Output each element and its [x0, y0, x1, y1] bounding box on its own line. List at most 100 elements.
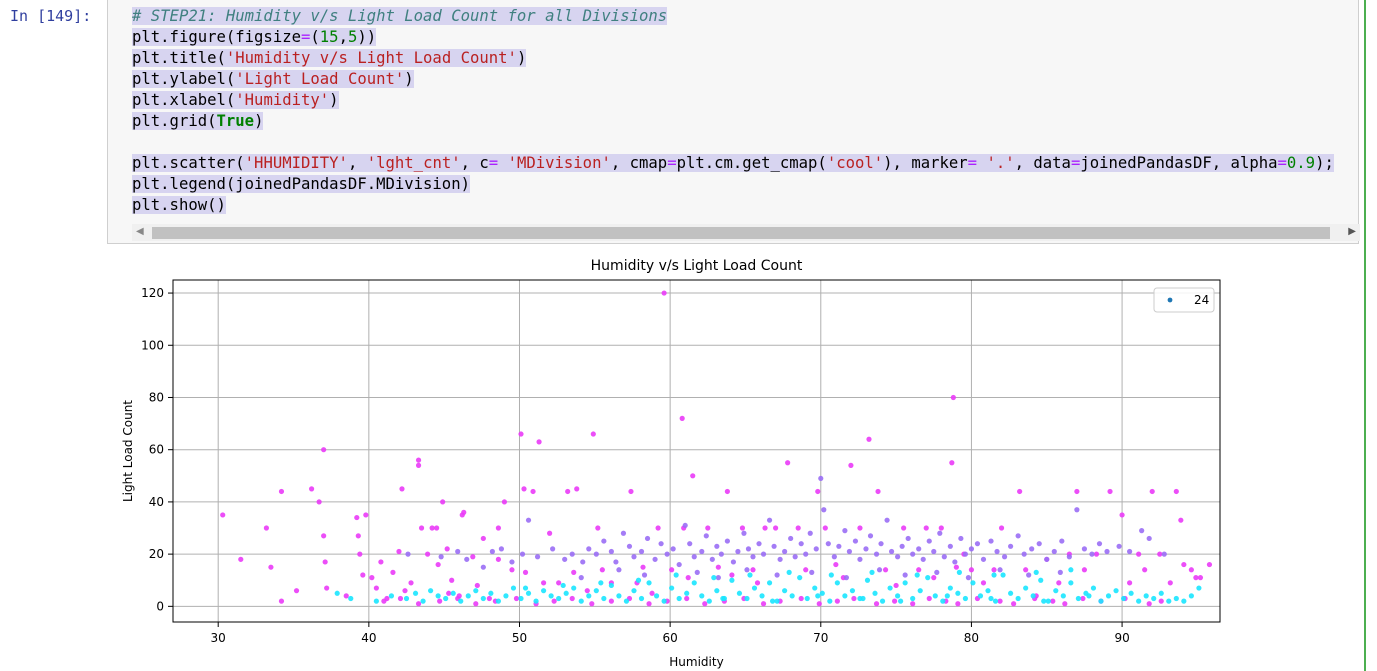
data-point-cyan [1086, 593, 1092, 599]
data-point-purple [756, 541, 762, 547]
data-point-magenta [444, 546, 450, 552]
data-point-purple [825, 541, 831, 547]
data-point-magenta [997, 598, 1003, 604]
code-token: ) [404, 70, 414, 88]
data-point-magenta [415, 601, 422, 607]
data-point-purple [608, 548, 614, 555]
data-point-magenta [324, 585, 330, 591]
data-point-purple [578, 575, 584, 581]
data-point-cyan [503, 593, 509, 599]
data-point-purple [703, 533, 709, 539]
data-point-cyan [834, 580, 840, 586]
data-point-magenta [916, 567, 922, 573]
data-point-purple [1104, 548, 1110, 555]
data-point-magenta [803, 567, 809, 573]
data-point-cyan [586, 593, 592, 599]
data-point-magenta [449, 577, 455, 583]
data-point-purple [771, 543, 777, 549]
data-point-cyan [736, 590, 743, 596]
data-point-purple [1015, 533, 1021, 539]
data-point-purple [788, 535, 794, 542]
scrollbar-thumb[interactable] [152, 227, 1330, 239]
data-point-cyan [1045, 598, 1051, 604]
code-line[interactable]: plt.figure(figsize=(15,5)) [132, 27, 1360, 48]
data-point-cyan [769, 598, 776, 604]
data-point-cyan [525, 590, 532, 596]
data-point-magenta [399, 486, 405, 492]
data-point-magenta [446, 590, 452, 596]
data-point-purple [664, 551, 670, 557]
data-point-purple [1089, 551, 1095, 557]
data-point-cyan [1151, 595, 1157, 602]
data-point-cyan [1075, 595, 1081, 602]
x-tick-label: 40 [361, 631, 376, 645]
data-point-cyan [932, 593, 938, 599]
data-point-cyan [828, 572, 834, 578]
data-point-cyan [991, 572, 997, 578]
data-point-cyan [373, 598, 379, 604]
data-point-purple [902, 572, 908, 578]
code-token: 'Light Load Count' [235, 70, 405, 88]
code-token: = [488, 154, 499, 172]
horizontal-scrollbar[interactable]: ◀ ▶ [132, 224, 1360, 241]
data-point-purple [1161, 551, 1167, 557]
data-point-cyan [1158, 590, 1164, 596]
data-point-purple [836, 543, 842, 549]
data-point-purple [525, 517, 532, 523]
data-point-cyan [661, 598, 667, 604]
code-cell-input[interactable]: # STEP21: Humidity v/s Light Load Count … [107, 0, 1360, 244]
data-point-cyan [849, 588, 856, 594]
data-point-purple [760, 551, 767, 557]
scroll-right-arrow-icon[interactable]: ▶ [1348, 226, 1356, 237]
data-point-cyan [699, 593, 705, 599]
code-line[interactable]: plt.legend(joinedPandasDF.MDivision) [132, 174, 1360, 195]
data-point-cyan [593, 588, 599, 594]
code-editor[interactable]: # STEP21: Humidity v/s Light Load Count … [132, 6, 1360, 216]
code-token: 'Humidity' [235, 91, 330, 109]
data-point-purple [709, 556, 715, 562]
data-point-magenta [729, 572, 735, 578]
code-token: plt.xlabel( [132, 91, 236, 109]
data-point-cyan [940, 598, 946, 604]
code-token: 'MDivision' [507, 154, 611, 172]
data-point-magenta [892, 598, 898, 604]
data-point-magenta [1149, 488, 1155, 495]
data-point-cyan [1033, 569, 1039, 575]
code-line[interactable]: plt.scatter('HHUMIDITY', 'lght_cnt', c= … [132, 153, 1360, 174]
data-point-cyan [895, 593, 901, 599]
data-point-magenta [522, 569, 529, 575]
data-point-cyan [815, 593, 821, 599]
code-line[interactable]: plt.ylabel('Light Load Count') [132, 69, 1360, 90]
data-point-cyan [631, 588, 637, 594]
data-point-purple [658, 541, 664, 547]
data-point-purple [676, 561, 682, 568]
code-line[interactable]: plt.show() [132, 195, 1360, 216]
code-token: ); [1315, 154, 1334, 172]
data-point-cyan [450, 590, 456, 596]
y-tick-label: 100 [141, 338, 164, 352]
data-point-magenta [569, 595, 575, 602]
data-point-purple [616, 567, 622, 573]
data-point-magenta [715, 564, 721, 570]
code-line[interactable]: plt.title('Humidity v/s Light Load Count… [132, 48, 1360, 69]
code-line[interactable]: plt.grid(True) [132, 111, 1360, 132]
data-point-cyan [1166, 598, 1172, 604]
code-line[interactable] [132, 132, 1360, 153]
data-point-cyan [435, 593, 441, 599]
data-point-cyan [420, 598, 426, 604]
data-point-magenta [1081, 567, 1088, 573]
data-point-purple [1029, 546, 1035, 552]
y-axis-label: Light Load Count [121, 400, 135, 502]
scroll-left-arrow-icon[interactable]: ◀ [136, 226, 144, 237]
data-point-cyan [1023, 585, 1029, 591]
data-point-purple [641, 572, 648, 578]
code-line[interactable]: plt.xlabel('Humidity') [132, 90, 1360, 111]
data-point-magenta [1173, 488, 1179, 495]
data-point-magenta [322, 559, 328, 565]
code-line[interactable]: # STEP21: Humidity v/s Light Load Count … [132, 6, 1360, 27]
data-point-purple [818, 475, 824, 482]
data-point-magenta [953, 564, 959, 570]
data-point-cyan [827, 598, 833, 604]
data-point-cyan [917, 588, 923, 594]
data-point-cyan [1041, 598, 1047, 604]
